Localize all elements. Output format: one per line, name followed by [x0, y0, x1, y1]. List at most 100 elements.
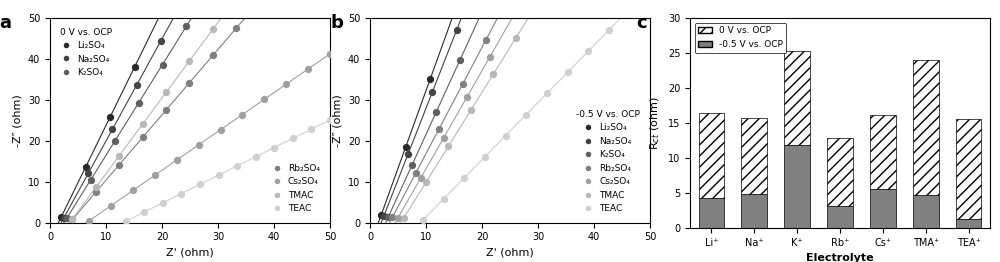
Bar [741, 118, 767, 194]
Point [436, 135, 452, 140]
Point [136, 210, 152, 214]
Point [102, 115, 118, 119]
Point [482, 55, 498, 59]
Point [181, 59, 197, 63]
Bar [956, 219, 981, 228]
Point [59, 216, 75, 220]
Point [256, 97, 272, 101]
Point [135, 122, 151, 126]
Point [518, 112, 534, 117]
Point [322, 52, 338, 56]
Y-axis label: -Z″ (ohm): -Z″ (ohm) [12, 94, 22, 147]
Bar [870, 189, 896, 228]
Bar [827, 138, 853, 206]
Point [431, 126, 447, 130]
Point [234, 112, 250, 117]
Point [373, 213, 389, 217]
Point [398, 145, 414, 149]
X-axis label: Electrolyte: Electrolyte [806, 253, 874, 262]
Point [147, 173, 163, 177]
Point [158, 108, 174, 112]
Point [107, 139, 123, 144]
Point [418, 180, 434, 184]
Point [88, 190, 104, 194]
Point [125, 188, 141, 193]
Bar [913, 195, 939, 228]
Point [135, 135, 151, 139]
Point [404, 162, 420, 167]
Point [155, 201, 171, 205]
Y-axis label: R$_{ct}$ (ohm): R$_{ct}$ (ohm) [649, 96, 662, 150]
Legend: Li₂SO₄, Na₂SO₄, K₂SO₄, Rb₂SO₄, Cs₂SO₄, TMAC, TEAC: Li₂SO₄, Na₂SO₄, K₂SO₄, Rb₂SO₄, Cs₂SO₄, T… [573, 107, 643, 216]
Point [248, 155, 264, 159]
Point [111, 163, 127, 167]
Point [436, 197, 452, 201]
Point [498, 133, 514, 138]
Point [424, 90, 440, 94]
Bar [827, 206, 853, 228]
Point [322, 118, 338, 122]
Point [422, 77, 438, 81]
Point [88, 185, 104, 189]
Point [449, 28, 465, 32]
Point [192, 182, 208, 187]
Point [452, 58, 468, 63]
Bar [784, 145, 810, 228]
Point [508, 36, 524, 40]
Point [64, 217, 80, 222]
Point [127, 65, 143, 69]
Point [211, 173, 227, 177]
Point [181, 81, 197, 85]
Point [285, 136, 301, 140]
Y-axis label: -Z″ (ohm): -Z″ (ohm) [332, 94, 342, 147]
Point [408, 171, 424, 175]
Point [213, 128, 229, 132]
Bar [870, 115, 896, 189]
Point [178, 24, 194, 28]
Point [153, 39, 169, 43]
Point [390, 216, 406, 220]
Point [104, 127, 120, 132]
Point [376, 214, 392, 218]
Point [228, 26, 244, 30]
Point [111, 154, 127, 158]
Text: b: b [331, 14, 344, 32]
Point [81, 219, 97, 223]
Point [300, 67, 316, 71]
Bar [699, 113, 724, 198]
Point [477, 155, 493, 159]
Bar [913, 60, 939, 195]
Point [384, 215, 400, 220]
Point [266, 145, 282, 150]
Point [191, 143, 207, 147]
Point [380, 215, 396, 219]
Point [158, 90, 174, 95]
Point [428, 110, 444, 114]
Text: c: c [636, 14, 647, 32]
Point [53, 215, 69, 219]
Bar [956, 119, 981, 219]
Bar [741, 194, 767, 228]
Bar [699, 198, 724, 228]
Point [463, 108, 479, 112]
Point [173, 192, 189, 196]
Point [459, 95, 475, 100]
Point [229, 164, 245, 168]
Point [455, 82, 471, 86]
Point [478, 37, 494, 42]
Legend: 0 V vs. OCP, -0.5 V vs. OCP: 0 V vs. OCP, -0.5 V vs. OCP [695, 23, 786, 53]
Legend: Rb₂SO₄, Cs₂SO₄, TMAC, TEAC: Rb₂SO₄, Cs₂SO₄, TMAC, TEAC [271, 161, 323, 216]
X-axis label: Z' (ohm): Z' (ohm) [166, 248, 214, 258]
Point [169, 158, 185, 162]
Point [64, 217, 80, 221]
Point [413, 176, 429, 180]
Point [560, 70, 576, 74]
Point [539, 91, 555, 96]
Point [80, 171, 96, 176]
Point [601, 28, 617, 32]
Point [456, 176, 472, 180]
Point [303, 127, 319, 131]
Bar [784, 51, 810, 145]
Point [580, 49, 596, 53]
Point [205, 53, 221, 57]
